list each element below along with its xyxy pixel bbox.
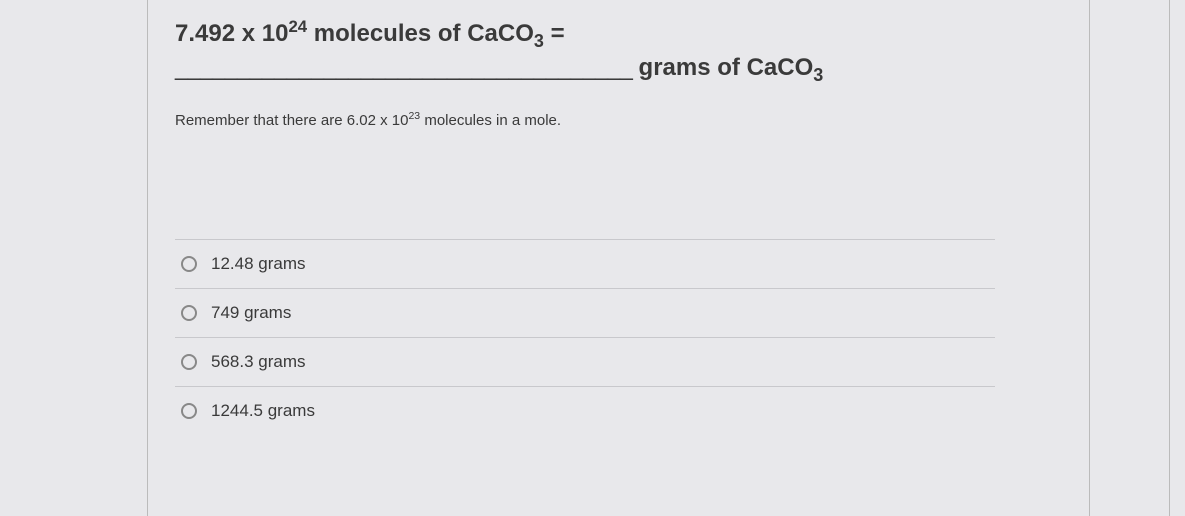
hint-suffix: molecules in a mole. bbox=[420, 112, 561, 129]
equals-sign: = bbox=[551, 20, 565, 47]
grams-text: grams of bbox=[639, 54, 747, 81]
radio-icon bbox=[181, 256, 197, 272]
option-row-1[interactable]: 12.48 grams bbox=[175, 239, 995, 288]
molecules-text: molecules of bbox=[314, 20, 467, 47]
radio-icon bbox=[181, 305, 197, 321]
base: 10 bbox=[262, 20, 289, 47]
option-label: 749 grams bbox=[211, 303, 291, 323]
option-label: 1244.5 grams bbox=[211, 401, 315, 421]
right-divider-1 bbox=[1089, 0, 1090, 516]
question-line-1: 7.492 x 1024 molecules of CaCO3 = bbox=[175, 20, 1065, 48]
compound: CaCO bbox=[467, 20, 534, 47]
question-line-2: _____________________________________ gr… bbox=[175, 54, 1065, 82]
times-symbol: x bbox=[242, 20, 262, 47]
coefficient: 7.492 bbox=[175, 20, 235, 47]
left-divider bbox=[147, 0, 148, 516]
question-content: 7.492 x 1024 molecules of CaCO3 = ______… bbox=[175, 20, 1065, 435]
option-row-3[interactable]: 568.3 grams bbox=[175, 337, 995, 386]
option-row-4[interactable]: 1244.5 grams bbox=[175, 386, 995, 435]
compound-2: CaCO bbox=[747, 54, 814, 81]
radio-icon bbox=[181, 354, 197, 370]
option-row-2[interactable]: 749 grams bbox=[175, 288, 995, 337]
compound-subscript-2: 3 bbox=[813, 65, 823, 85]
hint-exponent: 23 bbox=[408, 110, 420, 122]
quiz-container: 7.492 x 1024 molecules of CaCO3 = ______… bbox=[0, 0, 1185, 516]
option-label: 12.48 grams bbox=[211, 254, 306, 274]
exponent: 24 bbox=[288, 17, 307, 36]
compound-subscript: 3 bbox=[534, 31, 544, 51]
option-label: 568.3 grams bbox=[211, 352, 306, 372]
answer-blank: _____________________________________ bbox=[175, 54, 632, 81]
right-divider-2 bbox=[1169, 0, 1170, 516]
options-list: 12.48 grams 749 grams 568.3 grams 1244.5… bbox=[175, 239, 995, 435]
radio-icon bbox=[181, 403, 197, 419]
hint-text: Remember that there are 6.02 x 1023 mole… bbox=[175, 112, 1065, 129]
hint-prefix: Remember that there are 6.02 x 10 bbox=[175, 112, 408, 129]
